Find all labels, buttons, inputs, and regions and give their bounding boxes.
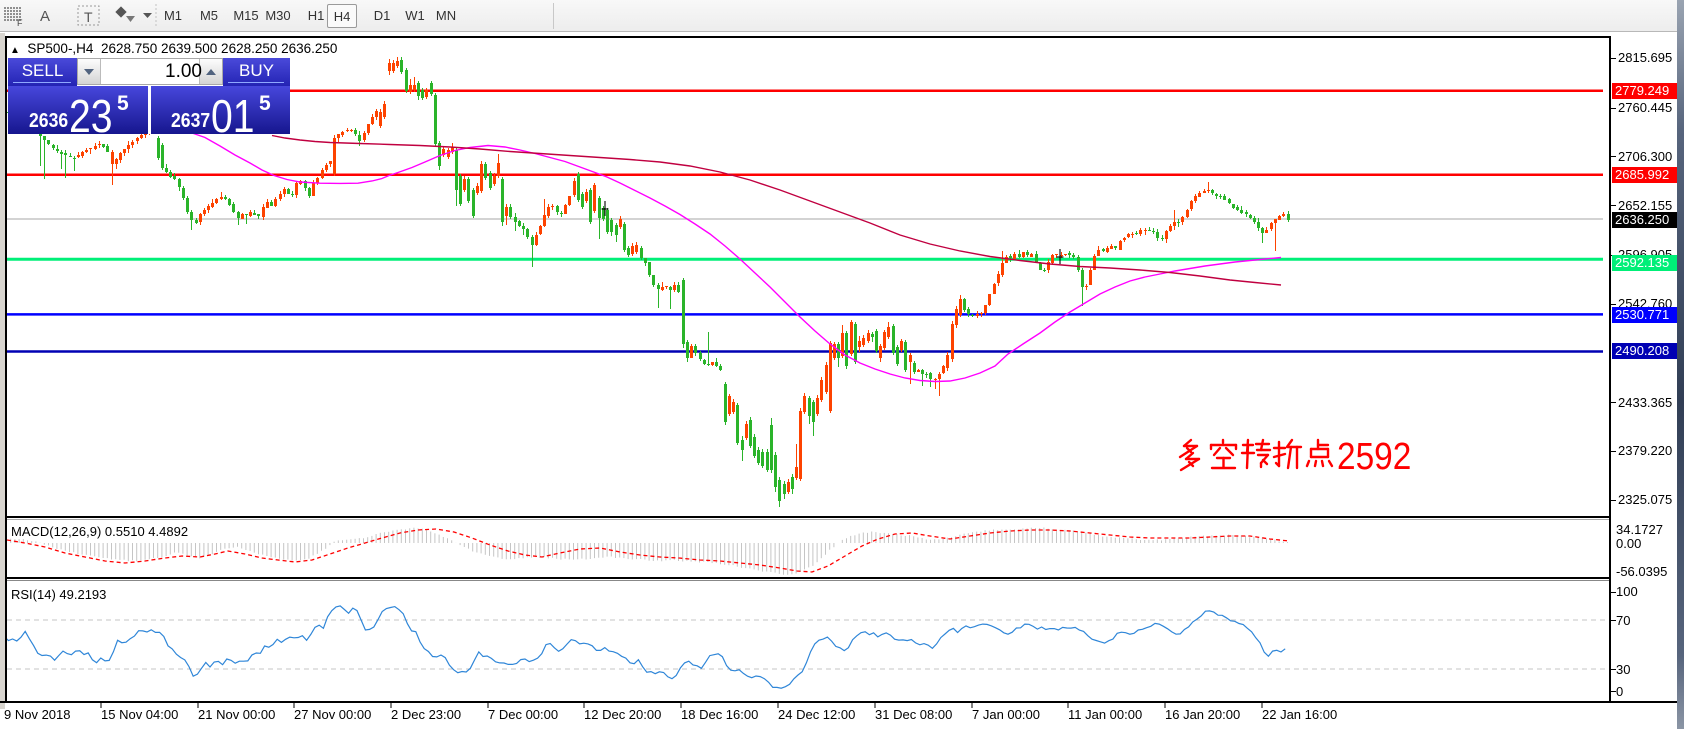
svg-text:A: A	[40, 8, 50, 25]
svg-text:F: F	[17, 18, 23, 28]
svg-text:T: T	[84, 9, 93, 25]
svg-text:2592: 2592	[1337, 435, 1411, 477]
